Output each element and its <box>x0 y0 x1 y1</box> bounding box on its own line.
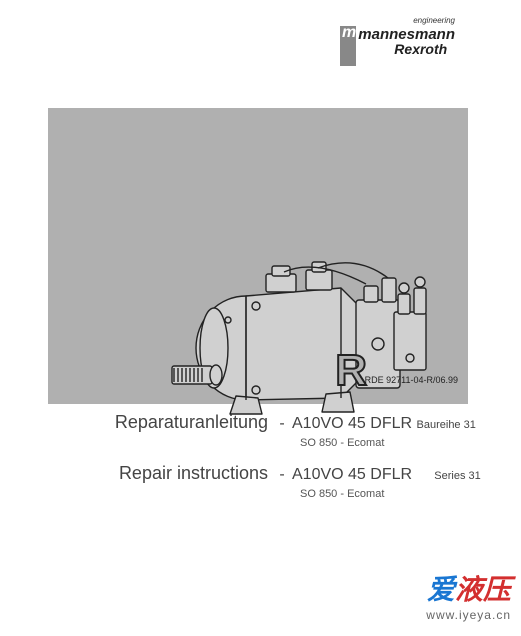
title-de-model: A10VO 45 DFLR Baureihe 31 <box>288 415 476 433</box>
logo-engineering-text: engineering <box>340 16 455 25</box>
watermark-url: www.iyeya.cn <box>426 608 511 622</box>
dash: - <box>276 415 288 433</box>
title-row-en: Repair instructions - A10VO 45 DFLR Seri… <box>48 463 484 484</box>
title-en-model: A10VO 45 DFLR Series 31 <box>288 466 481 484</box>
model-en: A10VO 45 DFLR <box>292 466 412 483</box>
brand-r-icon: R <box>335 346 365 396</box>
title-de-label: Reparaturanleitung <box>48 412 276 433</box>
watermark-cn-a: 爱 <box>427 574 455 605</box>
series-en: Series 31 <box>434 470 480 482</box>
title-en-label: Repair instructions <box>48 463 276 484</box>
product-illustration-panel: R RDE 92711-04-R/06.99 <box>48 108 468 404</box>
subline-en: SO 850 - Ecomat <box>300 488 484 500</box>
title-block: Reparaturanleitung - A10VO 45 DFLR Baure… <box>48 412 484 514</box>
logo-rexroth: Rexroth <box>394 41 455 57</box>
title-row-de: Reparaturanleitung - A10VO 45 DFLR Baure… <box>48 412 484 433</box>
brand-logo: engineering m mannesmann Rexroth <box>340 16 455 66</box>
logo-m-letter: m <box>342 24 356 42</box>
logo-box: m <box>340 26 356 66</box>
logo-main: m mannesmann Rexroth <box>340 26 455 66</box>
logo-text-block: mannesmann Rexroth <box>358 26 455 57</box>
watermark-cn: 爱液压 <box>426 568 511 608</box>
hydraulic-pump-illustration <box>166 248 434 428</box>
watermark-cn-b: 液压 <box>455 574 511 605</box>
subline-de: SO 850 - Ecomat <box>300 437 484 449</box>
series-de: Baureihe 31 <box>417 419 476 431</box>
model-de: A10VO 45 DFLR <box>292 415 412 432</box>
dash: - <box>276 466 288 484</box>
document-number: RDE 92711-04-R/06.99 <box>365 375 458 385</box>
watermark: 爱液压 www.iyeya.cn <box>426 568 511 622</box>
